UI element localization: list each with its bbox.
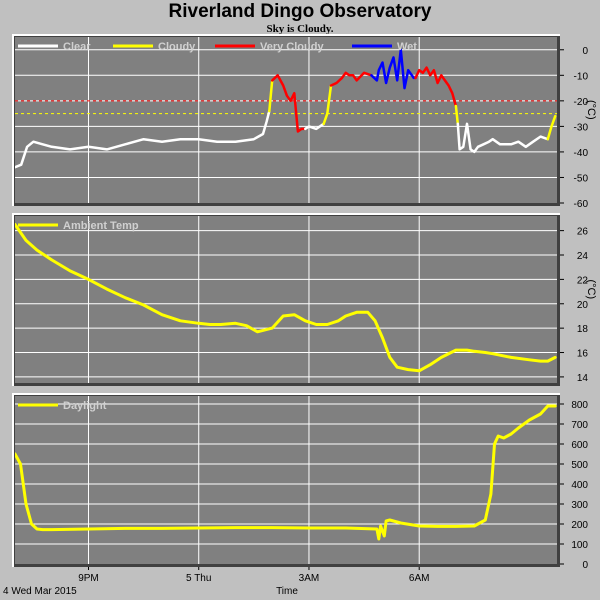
daylight-ytick-label: 300 bbox=[571, 500, 588, 511]
xtick-label: 9PM bbox=[78, 573, 99, 584]
daylight-legend-label: Daylight bbox=[63, 400, 107, 412]
ambient-ytick-label: 16 bbox=[577, 349, 589, 360]
sky-plot-area bbox=[15, 37, 557, 203]
sky-legend-label: Wet bbox=[397, 41, 417, 53]
xtick-label: 3AM bbox=[299, 573, 320, 584]
daylight-plot-area bbox=[15, 396, 557, 564]
ambient-ytick-label: 20 bbox=[577, 300, 589, 311]
daylight-ytick-label: 100 bbox=[571, 540, 588, 551]
ambient-ylabel: (°C) bbox=[585, 280, 597, 300]
ambient-lines bbox=[15, 223, 557, 373]
daylight-ytick-label: 800 bbox=[571, 400, 588, 411]
sky-segment-cloudy bbox=[322, 84, 333, 126]
sky-legend-label: Very Cloudy bbox=[260, 41, 324, 53]
x-axis-label: Time bbox=[276, 586, 298, 597]
ambient-ytick-label: 14 bbox=[577, 373, 589, 384]
sky-ytick-label: -20 bbox=[574, 97, 589, 108]
daylight-ytick-label: 600 bbox=[571, 440, 588, 451]
sky-legend-label: Cloudy bbox=[158, 41, 196, 53]
daylight-ytick-label: 700 bbox=[571, 420, 588, 431]
sky-legend-label: Clear bbox=[63, 41, 91, 53]
sky-ytick-label: -30 bbox=[574, 122, 589, 133]
ambient-ytick-label: 24 bbox=[577, 251, 589, 262]
ambient-legend-label: Ambient Temp bbox=[63, 220, 139, 232]
daylight-ytick-label: 400 bbox=[571, 480, 588, 491]
sky-ylabel: (°C) bbox=[585, 100, 597, 120]
sky-segment-cloudy bbox=[546, 114, 557, 141]
sky-segment-very_cloudy bbox=[329, 71, 373, 87]
daylight-ytick-label: 200 bbox=[571, 520, 588, 531]
sky-segment-clear bbox=[15, 109, 271, 169]
sky-status: Sky is Cloudy. bbox=[266, 23, 334, 35]
daylight-ytick-label: 500 bbox=[571, 460, 588, 471]
daylight-series-line bbox=[15, 404, 557, 541]
sky-ytick-label: -10 bbox=[574, 71, 589, 82]
ambient-plot-area bbox=[15, 216, 557, 383]
daylight-ytick-label: 0 bbox=[582, 560, 588, 571]
ambient-ytick-label: 26 bbox=[577, 227, 589, 238]
date-label: 4 Wed Mar 2015 bbox=[3, 586, 77, 597]
xtick-label: 6AM bbox=[409, 573, 430, 584]
ambient-ytick-label: 22 bbox=[577, 275, 589, 286]
xtick-label: 5 Thu bbox=[186, 573, 211, 584]
sky-ytick-label: -40 bbox=[574, 148, 589, 159]
sky-segment-cloudy bbox=[454, 104, 460, 126]
sky-segment-very_cloudy bbox=[270, 74, 307, 133]
ambient-ytick-label: 18 bbox=[577, 324, 589, 335]
sky-segment-clear bbox=[456, 122, 550, 154]
page-title: Riverland Dingo Observatory bbox=[168, 1, 432, 22]
ambient-series-line bbox=[15, 223, 557, 373]
sky-segment-clear bbox=[304, 122, 325, 131]
sky-segment-very_cloudy bbox=[414, 66, 458, 108]
sky-segment-wet bbox=[370, 48, 417, 90]
sky-ytick-label: 0 bbox=[582, 46, 588, 57]
sky-ytick-label: -60 bbox=[574, 199, 589, 210]
daylight-lines bbox=[15, 404, 557, 541]
sky-segment-cloudy bbox=[268, 79, 274, 113]
sky-lines bbox=[15, 48, 557, 169]
sky-ytick-label: -50 bbox=[574, 173, 589, 184]
